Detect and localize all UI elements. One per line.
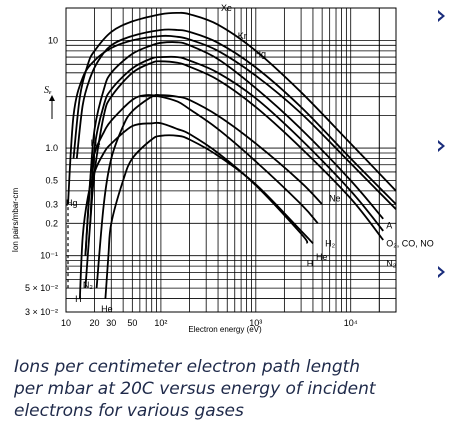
bullet-arrow-1 (438, 10, 445, 22)
y-axis-symbol: Sₑ (44, 85, 55, 119)
series-label: H (307, 258, 314, 268)
series-label: He (316, 252, 328, 262)
series-label: O₂, CO, NO (386, 238, 434, 248)
x-axis-title: Electron energy (eV) (188, 325, 262, 334)
x-tick-label: 20 (90, 318, 100, 328)
threshold-label: H (75, 294, 82, 304)
series-label: H₂ (325, 238, 335, 248)
series-label: Ne (329, 193, 341, 203)
y-tick-label: 10 (48, 35, 58, 45)
series-line (72, 11, 397, 192)
threshold-label: H₂ (91, 138, 101, 148)
threshold-label: N₂ (83, 280, 93, 290)
series-line (84, 60, 384, 289)
ionization-chart: 10 20 30 50 10² 10³ 10⁴ 3 × 10⁻² 5 × 10⁻² 10⁻¹ 0.2… (11, 3, 434, 334)
y-tick-label: 1.0 (45, 143, 58, 153)
x-tick-label: 30 (106, 318, 116, 328)
caption-line-2: per mbar at 20C versus energy of inciden… (14, 379, 376, 399)
series-line (67, 34, 397, 210)
series-line (89, 55, 384, 232)
y-tick-label: 3 × 10⁻² (25, 307, 58, 317)
y-axis-symbol-text: Sₑ (44, 85, 52, 96)
x-tick-label: 10⁴ (344, 318, 358, 328)
series-line (79, 121, 309, 299)
y-tick-label: 0.5 (45, 175, 58, 185)
y-tick-label: 0.3 (45, 199, 58, 209)
series-line (104, 134, 314, 299)
caption-line-1: Ions per centimeter electron path length (14, 357, 361, 377)
x-tick-label: 10³ (249, 318, 262, 328)
series-label: A (386, 221, 392, 231)
y-tick-label: 5 × 10⁻² (25, 283, 58, 293)
series-line (84, 41, 384, 256)
plot-frame (65, 7, 397, 313)
curves (67, 11, 397, 299)
series-label: Hg (254, 49, 266, 59)
series-label: Xe (221, 3, 232, 13)
threshold-label: Hg (66, 198, 78, 208)
bullet-arrow-3 (438, 266, 445, 278)
series-line (75, 28, 397, 205)
bullet-arrow-2 (438, 140, 445, 152)
figure-caption: Ions per centimeter electron path length… (14, 356, 434, 422)
x-tick-label: 50 (127, 318, 137, 328)
series-label: Kr (238, 31, 247, 41)
threshold-label: He (101, 304, 113, 314)
y-tick-label: 0.2 (45, 218, 58, 228)
series-label: N₂ (386, 258, 396, 268)
x-tick-label: 10 (61, 318, 71, 328)
y-tick-label: 10⁻¹ (40, 251, 58, 261)
x-tick-label: 10² (154, 318, 167, 328)
caption-line-3: electrons for various gases (14, 401, 244, 421)
series-line (84, 94, 319, 256)
y-axis-title: Ion pairs/mbar-cm (11, 187, 20, 252)
series-line (95, 94, 323, 289)
y-axis-arrowhead (49, 95, 55, 101)
